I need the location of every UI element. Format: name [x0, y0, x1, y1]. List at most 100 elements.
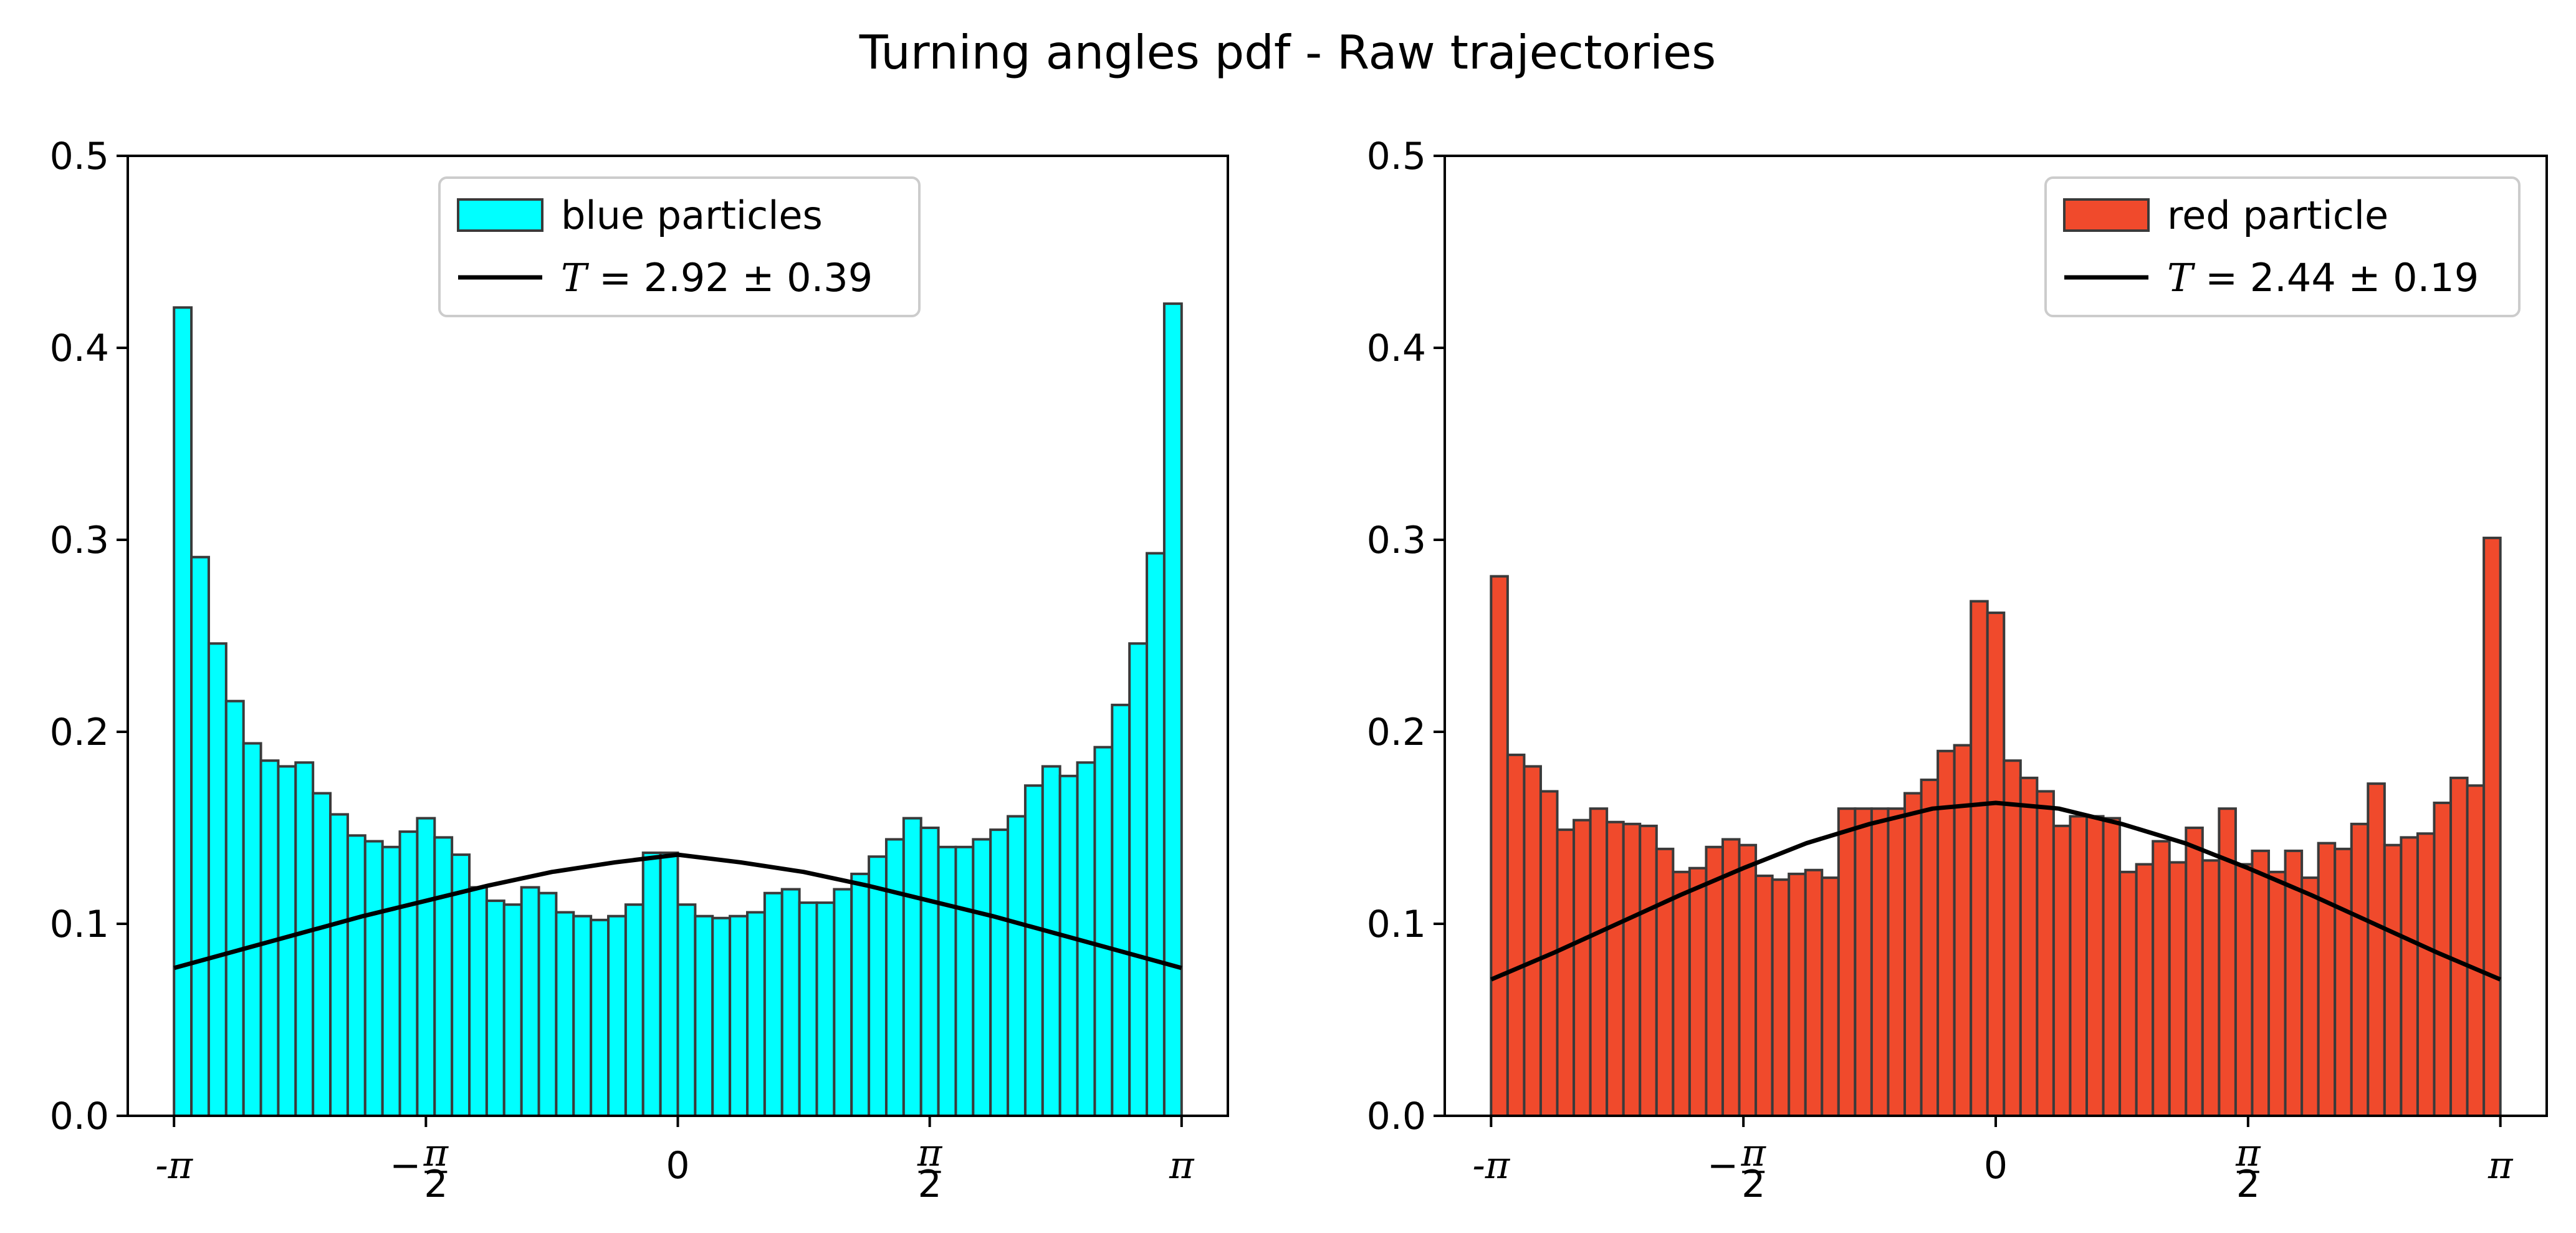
- fit-curve: [173, 852, 1182, 971]
- histogram-bar: [937, 845, 957, 1118]
- x-tick-denominator: 2: [424, 1163, 448, 1206]
- histogram-bars: [173, 302, 1183, 1118]
- x-tick-label: π2: [2235, 1131, 2261, 1206]
- histogram-bar: [1523, 765, 1542, 1117]
- histogram-bar: [1788, 872, 1807, 1118]
- histogram-bar: [1986, 612, 2006, 1117]
- histogram-bar: [1887, 807, 1906, 1117]
- histogram-bar: [2350, 822, 2370, 1117]
- histogram-bar: [2234, 863, 2254, 1118]
- histogram-bar: [1688, 866, 1708, 1118]
- histogram-bar: [2152, 840, 2171, 1118]
- histogram-bar: [659, 852, 679, 1118]
- histogram-bar: [1058, 774, 1079, 1117]
- y-tick-label: 0.5: [50, 135, 109, 178]
- histogram-bar: [850, 872, 871, 1118]
- histogram-bar: [590, 918, 610, 1117]
- histogram-bar: [329, 813, 349, 1117]
- histogram-bar: [1970, 600, 1989, 1117]
- histogram-bar: [294, 761, 315, 1117]
- histogram-bar: [1622, 822, 1642, 1117]
- x-tick-numerator: π: [2235, 1131, 2261, 1175]
- histogram-bar: [833, 888, 853, 1118]
- histogram-bar: [572, 914, 593, 1118]
- histogram-bar: [1007, 815, 1027, 1118]
- histogram-bar: [1738, 843, 1758, 1117]
- histogram-bar: [1655, 847, 1675, 1117]
- histogram-bar: [919, 827, 940, 1117]
- histogram-bar: [190, 555, 210, 1117]
- y-tick-label: 0.4: [50, 327, 109, 370]
- y-tick-label: 0.5: [1367, 135, 1426, 178]
- histogram-bar: [398, 830, 419, 1118]
- legend-T-value: 2.44: [2250, 255, 2336, 300]
- legend-label-histogram: red particle: [2167, 193, 2388, 238]
- y-tick-label: 0.0: [1367, 1095, 1426, 1138]
- histogram-bar: [2085, 815, 2105, 1118]
- histogram-bar: [1705, 845, 1724, 1118]
- histogram-bar: [1804, 868, 1824, 1117]
- histogram-bar: [1920, 779, 1940, 1117]
- x-tick-denominator: 2: [918, 1163, 942, 1206]
- legend: red particle T = 2.44 ± 0.19: [2044, 176, 2521, 317]
- legend: blue particles T = 2.92 ± 0.39: [438, 176, 921, 317]
- histogram-bar: [745, 911, 766, 1118]
- histogram-bar: [624, 903, 644, 1117]
- histogram-bar: [173, 306, 193, 1118]
- histogram-bar: [1023, 784, 1044, 1117]
- histogram-bar: [1755, 875, 1774, 1117]
- histogram-bar: [1639, 824, 1658, 1118]
- legend-T-value: 2.92: [644, 255, 730, 300]
- histogram-bar: [1093, 746, 1114, 1117]
- histogram-bar: [1606, 820, 1625, 1117]
- x-tick-label: -π: [1472, 1144, 1510, 1187]
- histogram-bar: [346, 834, 366, 1117]
- histogram-bar: [2052, 824, 2072, 1118]
- histogram-bar: [884, 838, 905, 1117]
- histogram-bar: [607, 914, 627, 1118]
- y-tick-label: 0.4: [1367, 327, 1426, 370]
- histogram-bar: [868, 855, 888, 1117]
- x-tick-numerator: π: [1740, 1131, 1766, 1175]
- y-tick-label: 0.3: [1367, 519, 1426, 562]
- x-tick-numerator: π: [423, 1131, 449, 1175]
- histogram-bar: [224, 699, 245, 1117]
- legend-swatch-histogram: [457, 198, 543, 232]
- histogram-bar: [520, 886, 540, 1117]
- histogram-bar: [2201, 859, 2221, 1117]
- histogram-bar: [1556, 828, 1576, 1117]
- legend-swatch-histogram: [2063, 198, 2150, 232]
- legend-label-line: T = 2.44 ± 0.19: [2167, 255, 2479, 300]
- histogram-bar: [1953, 744, 1973, 1118]
- histogram-bar: [537, 891, 558, 1117]
- histogram-bar: [2119, 870, 2138, 1117]
- histogram-bar: [1146, 552, 1166, 1117]
- y-tick-label: 0.1: [50, 903, 109, 946]
- histogram-bar: [2466, 784, 2486, 1117]
- histogram-bar: [2317, 842, 2337, 1117]
- histogram-bar: [1672, 870, 1691, 1117]
- histogram-bar: [502, 903, 523, 1117]
- histogram-bar: [1041, 765, 1061, 1117]
- legend-T-error: 0.19: [2393, 255, 2479, 300]
- x-tick-label: 0: [666, 1144, 689, 1187]
- histogram-bar: [1837, 807, 1857, 1117]
- histogram-bar: [416, 817, 436, 1117]
- legend-box: [2044, 176, 2521, 317]
- x-tick-numerator: π: [917, 1131, 943, 1175]
- histogram-bar: [2003, 759, 2022, 1117]
- histogram-bar: [2400, 836, 2419, 1118]
- histogram-bar: [641, 852, 662, 1118]
- y-tick-label: 0.0: [50, 1095, 109, 1138]
- histogram-bar: [2449, 776, 2469, 1118]
- legend-label-histogram: blue particles: [561, 193, 823, 238]
- histogram-bar: [815, 901, 836, 1117]
- histogram-bar: [1721, 838, 1741, 1117]
- histogram-bar: [1589, 807, 1609, 1117]
- x-tick-label: -π: [155, 1144, 193, 1187]
- legend-T-error: 0.39: [787, 255, 873, 300]
- histogram-bar: [433, 836, 454, 1118]
- histogram-bar: [989, 828, 1010, 1117]
- histogram-bar: [2483, 536, 2502, 1117]
- histogram-bar: [451, 853, 471, 1117]
